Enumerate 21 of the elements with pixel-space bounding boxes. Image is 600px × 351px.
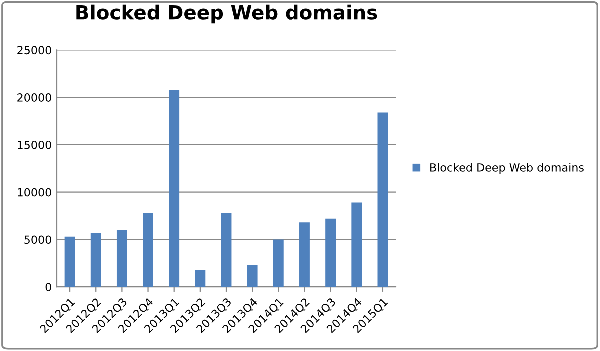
y-tick-label: 0 xyxy=(46,283,52,292)
bar xyxy=(116,230,128,288)
bar xyxy=(273,240,284,288)
bar xyxy=(352,202,362,288)
bar xyxy=(90,233,102,288)
bar xyxy=(326,218,336,288)
bar xyxy=(169,90,180,288)
bar xyxy=(378,112,388,288)
legend-label: Blocked Deep Web domains xyxy=(430,163,584,174)
y-tick-label: 15000 xyxy=(18,140,52,150)
bar xyxy=(143,213,154,288)
bar xyxy=(300,222,310,288)
y-tick-label: 25000 xyxy=(18,46,52,55)
y-tick-label: 10000 xyxy=(18,188,52,197)
bar xyxy=(64,236,76,288)
y-tick-label: 20000 xyxy=(18,94,52,102)
bar xyxy=(221,213,232,288)
bar xyxy=(195,270,206,288)
chart-title: Blocked Deep Web domains xyxy=(76,4,378,24)
y-tick-label: 5000 xyxy=(24,236,52,244)
bar xyxy=(247,265,258,288)
